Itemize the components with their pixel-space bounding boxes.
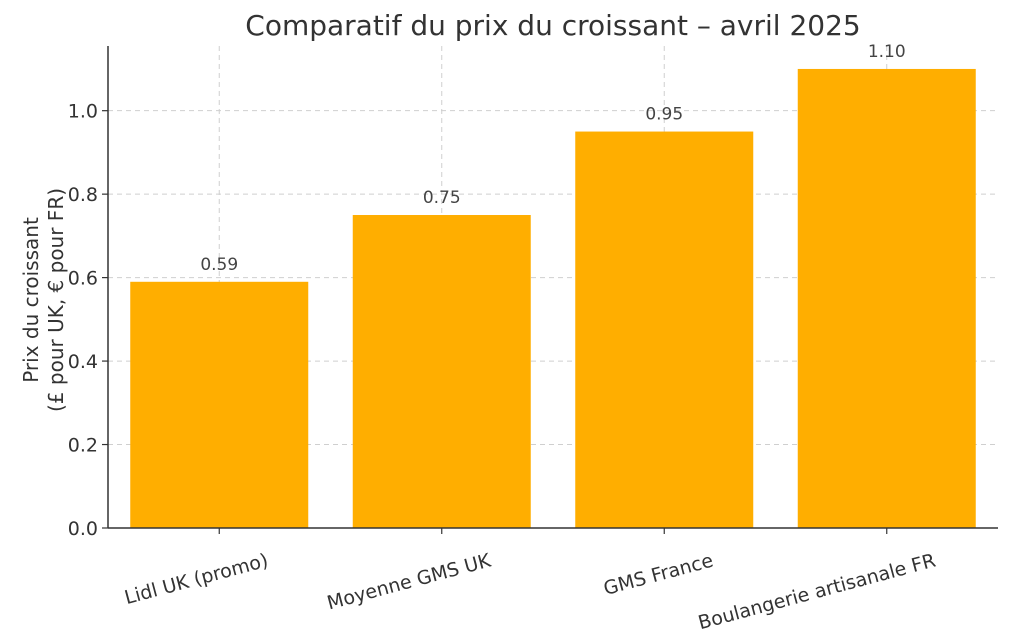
- bar: [797, 68, 976, 528]
- y-tick-label: 0.0: [68, 518, 98, 540]
- bar: [575, 131, 754, 528]
- x-tick-label: GMS France: [601, 550, 715, 600]
- x-axis-ticks: Lidl UK (promo) Moyenne GMS UK GMS FranceB…: [122, 528, 938, 634]
- y-tick-label: 0.2: [68, 435, 98, 457]
- y-axis-label-line-1: Prix du croissant: [19, 217, 43, 383]
- bars: [130, 68, 976, 528]
- chart-title: Comparatif du prix du croissant – avril …: [245, 9, 860, 42]
- data-label: 0.95: [645, 105, 683, 125]
- y-axis-ticks: 0.0 0.2 0.4 0.6 0.8 1.0: [68, 101, 108, 540]
- bar: [352, 215, 531, 528]
- y-tick-label: 0.8: [68, 184, 98, 206]
- y-tick-label: 1.0: [68, 101, 98, 123]
- y-tick-label: 0.6: [68, 268, 98, 290]
- y-axis-label-line-2: (£ pour UK, € pour FR): [44, 188, 68, 412]
- y-tick-label: 0.4: [68, 351, 98, 373]
- data-labels: 0.59 0.75 0.95 1.10: [200, 42, 905, 275]
- bar: [130, 281, 309, 528]
- data-label: 0.59: [200, 255, 238, 275]
- x-tick-label: Lidl UK (promo): [122, 550, 270, 609]
- x-tick-label: Moyenne GMS UK: [325, 549, 494, 614]
- y-axis-label: Prix du croissant (£ pour UK, € pour FR): [19, 188, 68, 412]
- data-label: 0.75: [423, 188, 461, 208]
- data-label: 1.10: [868, 42, 906, 62]
- x-tick-label: Boulangerie artisanale FR: [696, 550, 938, 635]
